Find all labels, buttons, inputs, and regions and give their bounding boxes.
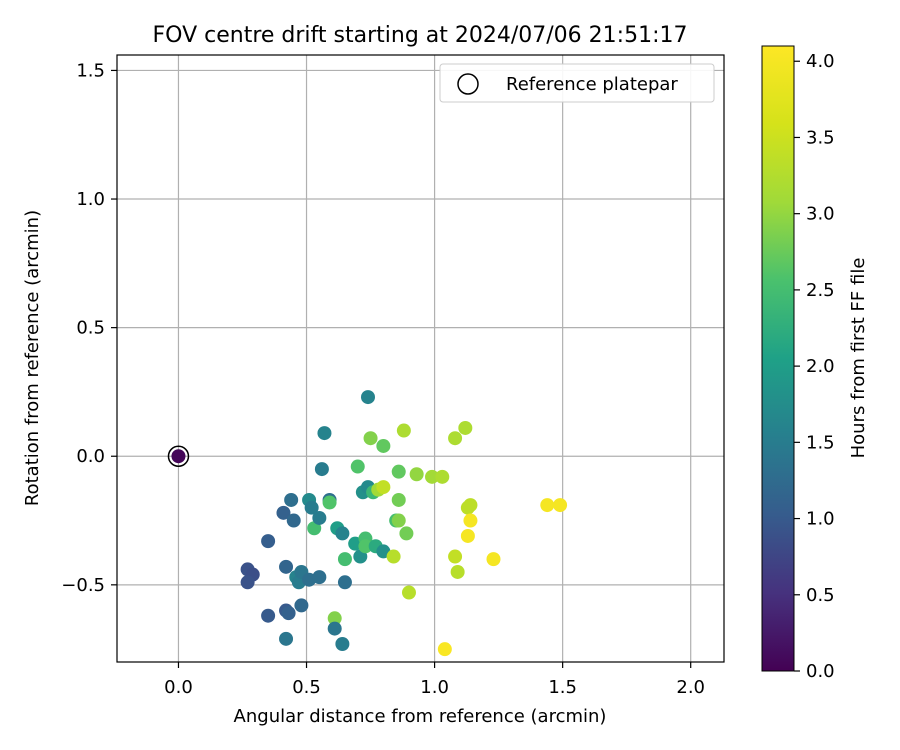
data-point [391, 464, 406, 479]
colorbar-label: Hours from first FF file [848, 258, 869, 459]
data-point [386, 549, 401, 564]
colorbar-tick-label: 1.0 [806, 509, 835, 530]
x-axis: 0.0 0.5 1.0 1.5 2.0 [164, 662, 705, 698]
data-point [463, 513, 478, 528]
data-point [463, 498, 478, 513]
data-point [409, 467, 424, 482]
legend-marker-icon [457, 73, 479, 95]
grid-lines [117, 55, 724, 662]
data-point [486, 552, 501, 567]
x-tick-label: 1.5 [548, 677, 577, 698]
reference-point-marker [167, 445, 190, 467]
data-point [448, 431, 463, 446]
data-point [448, 549, 463, 564]
data-point [396, 423, 411, 438]
x-tick-label: 0.0 [164, 677, 193, 698]
data-point [294, 598, 309, 613]
colorbar [761, 45, 795, 672]
y-tick-label: 0.0 [76, 446, 105, 467]
y-tick-label: 1.0 [76, 189, 105, 210]
data-point [401, 585, 416, 600]
plot-frame [116, 54, 725, 663]
data-point [553, 498, 568, 513]
data-point [540, 498, 555, 513]
data-point [279, 559, 294, 574]
chart-title: FOV centre drift starting at 2024/07/06 … [153, 23, 688, 48]
y-axis-label: Rotation from reference (arcmin) [22, 210, 43, 506]
colorbar-tick-label: 1.5 [806, 432, 835, 453]
data-point [322, 495, 337, 510]
data-point [363, 431, 378, 446]
colorbar-axis: 0.0 0.5 1.0 1.5 2.0 2.5 3.0 3.5 4.0 [794, 51, 835, 682]
data-point [276, 505, 291, 520]
x-tick-label: 1.0 [420, 677, 449, 698]
colorbar-tick-label: 2.0 [806, 356, 835, 377]
data-point [337, 552, 352, 567]
legend-box [439, 63, 715, 103]
data-point [317, 426, 332, 441]
colorbar-tick-label: 0.5 [806, 585, 835, 606]
y-tick-label: −0.5 [61, 575, 105, 596]
colorbar-tick-label: 3.5 [806, 127, 835, 148]
data-point [335, 636, 350, 651]
data-point [399, 526, 414, 541]
data-point [391, 513, 406, 528]
data-point [376, 480, 391, 495]
data-point [360, 390, 375, 405]
scatter-points [167, 390, 568, 657]
legend: Reference platepar [439, 63, 715, 103]
data-point [312, 570, 327, 585]
x-tick-label: 2.0 [676, 677, 705, 698]
data-point [281, 606, 296, 621]
data-point [304, 500, 319, 515]
data-point [337, 575, 352, 590]
data-point [350, 459, 365, 474]
y-tick-label: 1.5 [76, 60, 105, 81]
data-point [335, 526, 350, 541]
y-axis: −0.5 0.0 0.5 1.0 1.5 [61, 60, 117, 596]
data-point [460, 528, 475, 543]
y-tick-label: 0.5 [76, 318, 105, 339]
data-point [391, 492, 406, 507]
data-point [376, 438, 391, 453]
data-point [312, 510, 327, 525]
colorbar-tick-label: 0.0 [806, 661, 835, 682]
data-point [261, 608, 276, 623]
data-point [425, 469, 440, 484]
legend-entry-reference: Reference platepar [506, 74, 678, 95]
data-point [284, 492, 299, 507]
data-point [314, 462, 329, 477]
colorbar-tick-label: 3.0 [806, 204, 835, 225]
x-axis-label: Angular distance from reference (arcmin) [234, 706, 607, 727]
data-point [261, 534, 276, 549]
data-point [450, 564, 465, 579]
data-point [327, 621, 342, 636]
data-point [171, 449, 186, 464]
data-point [358, 539, 373, 554]
data-point [437, 642, 452, 657]
data-point [279, 631, 294, 646]
data-point [240, 575, 255, 590]
data-point [458, 420, 473, 435]
colorbar-tick-label: 2.5 [806, 280, 835, 301]
data-point [327, 611, 342, 626]
colorbar-tick-label: 4.0 [806, 51, 835, 72]
x-tick-label: 0.5 [292, 677, 321, 698]
data-point [435, 469, 450, 484]
data-point [286, 513, 301, 528]
